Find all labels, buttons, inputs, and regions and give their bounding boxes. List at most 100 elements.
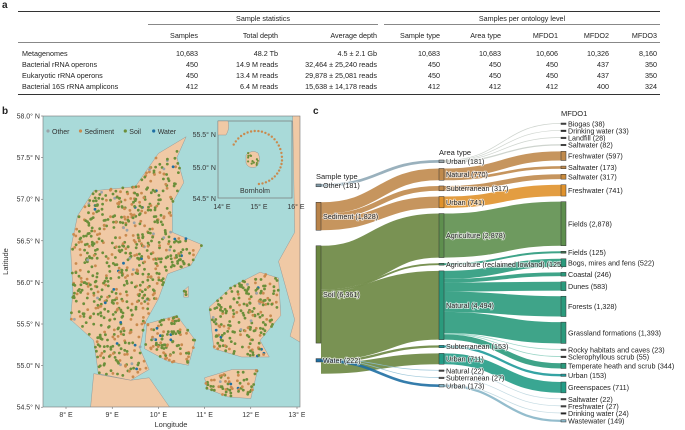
- node-label: Dunes (583): [568, 282, 608, 291]
- node-label: Greenspaces (711): [568, 383, 629, 392]
- sample-point: [254, 281, 257, 285]
- sample-point: [242, 313, 246, 317]
- sample-point: [115, 263, 119, 266]
- link-natural-soil-to-dunes: [443, 281, 562, 292]
- sample-point: [129, 318, 133, 321]
- sample-point: [152, 232, 155, 236]
- group-rule: [148, 24, 378, 25]
- sample-point: [108, 318, 111, 322]
- sample-point: [94, 204, 98, 207]
- sample-point: [157, 278, 161, 282]
- sample-point: [87, 211, 90, 215]
- sample-point: [144, 366, 148, 370]
- sample-point: [125, 282, 129, 285]
- sample-point: [148, 170, 151, 174]
- sample-point: [151, 345, 155, 348]
- sample-point: [120, 315, 124, 319]
- lat-tick-label: 57.0° N: [17, 196, 40, 204]
- sample-point: [144, 343, 148, 346]
- sample-point: [259, 310, 263, 314]
- sample-point: [172, 351, 175, 354]
- sample-point: [96, 296, 99, 300]
- link-subterranean-s-to-saltwater-s2: [443, 174, 562, 191]
- sediment-point: [273, 175, 276, 178]
- sample-point: [249, 349, 252, 353]
- sample-point: [166, 157, 169, 161]
- sample-point: [239, 328, 243, 331]
- sample-point: [218, 325, 222, 329]
- sample-point: [140, 209, 144, 213]
- inset-lat-label: 54.5° N: [193, 195, 216, 203]
- lon-tick-label: 12° E: [242, 411, 260, 419]
- link-natural-soil-to-scler: [443, 333, 562, 357]
- sample-point: [212, 345, 216, 348]
- sample-point: [100, 239, 104, 243]
- sample-point: [230, 290, 234, 293]
- sample-point: [172, 184, 176, 188]
- sample-point: [162, 281, 165, 284]
- sample-point: [239, 333, 242, 337]
- sample-point: [106, 295, 109, 299]
- sample-point: [226, 330, 230, 333]
- sample-point: [95, 256, 99, 260]
- sample-point: [229, 391, 233, 395]
- sample-point: [219, 338, 223, 342]
- sample-point: [83, 205, 87, 209]
- sample-point: [211, 316, 215, 319]
- sample-point: [247, 382, 250, 386]
- link-water-to-natural-w: [320, 358, 440, 371]
- panel-label-a: a: [2, 0, 8, 11]
- sample-point: [182, 289, 186, 293]
- node-label: Fields (125): [568, 248, 606, 257]
- sediment-point: [237, 137, 240, 140]
- sample-point: [112, 226, 116, 229]
- table-cell: 450: [489, 71, 501, 80]
- sample-point: [228, 324, 232, 328]
- sample-point: [248, 310, 252, 314]
- soil-point: [247, 151, 250, 155]
- sample-point: [93, 280, 97, 284]
- link-agrirecl-to-fields-r: [443, 251, 562, 266]
- table-cell: 412: [489, 82, 501, 91]
- node-label: Soil (6,361): [323, 290, 360, 299]
- soil-point: [250, 162, 253, 165]
- sample-point: [218, 344, 222, 348]
- sample-point: [238, 381, 242, 385]
- sample-point: [154, 156, 158, 160]
- sample-point: [170, 322, 174, 326]
- node-urban-soil: [438, 353, 445, 365]
- sample-point: [241, 311, 245, 315]
- sample-point: [204, 382, 208, 385]
- sample-point: [137, 294, 141, 298]
- map-frame: [42, 115, 301, 408]
- sample-point: [219, 296, 223, 300]
- sample-point: [211, 385, 215, 388]
- node-coastal: [560, 272, 567, 277]
- node-label: Water (222): [323, 356, 361, 365]
- sample-point: [257, 341, 261, 345]
- sample-point: [142, 359, 146, 363]
- sample-point: [119, 347, 123, 351]
- sample-point: [249, 295, 253, 299]
- table-cell: 6.4 M reads: [240, 82, 278, 91]
- sample-point: [176, 189, 179, 193]
- sample-point: [125, 266, 129, 269]
- link-urban-o-to-biogas: [443, 123, 562, 161]
- sample-point: [140, 255, 144, 258]
- sample-point: [85, 277, 89, 281]
- sample-point: [269, 314, 272, 318]
- node-freshwater-w: [560, 405, 567, 408]
- sample-point: [104, 194, 108, 197]
- sample-point: [245, 290, 249, 293]
- sample-point: [149, 208, 153, 212]
- sample-point: [116, 372, 119, 376]
- sample-point: [263, 274, 267, 278]
- table-cell: 437: [597, 71, 609, 80]
- sample-point: [124, 223, 128, 227]
- sample-point: [131, 216, 135, 220]
- sample-point: [221, 312, 225, 315]
- sample-point: [177, 171, 180, 174]
- sample-point: [156, 332, 160, 335]
- sample-point: [158, 320, 162, 324]
- sample-point: [106, 257, 110, 260]
